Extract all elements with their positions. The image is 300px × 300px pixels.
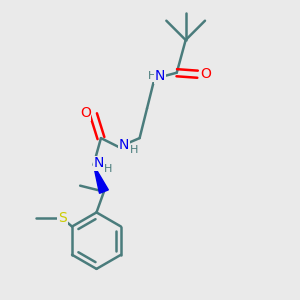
Text: O: O [80, 106, 91, 120]
Text: N: N [119, 138, 129, 152]
Text: S: S [58, 212, 67, 225]
Text: H: H [130, 145, 138, 155]
Text: N: N [94, 156, 104, 170]
Text: O: O [200, 67, 211, 81]
Text: H: H [104, 164, 112, 174]
Text: H: H [148, 71, 156, 81]
Polygon shape [94, 165, 108, 193]
Text: N: N [154, 69, 165, 83]
